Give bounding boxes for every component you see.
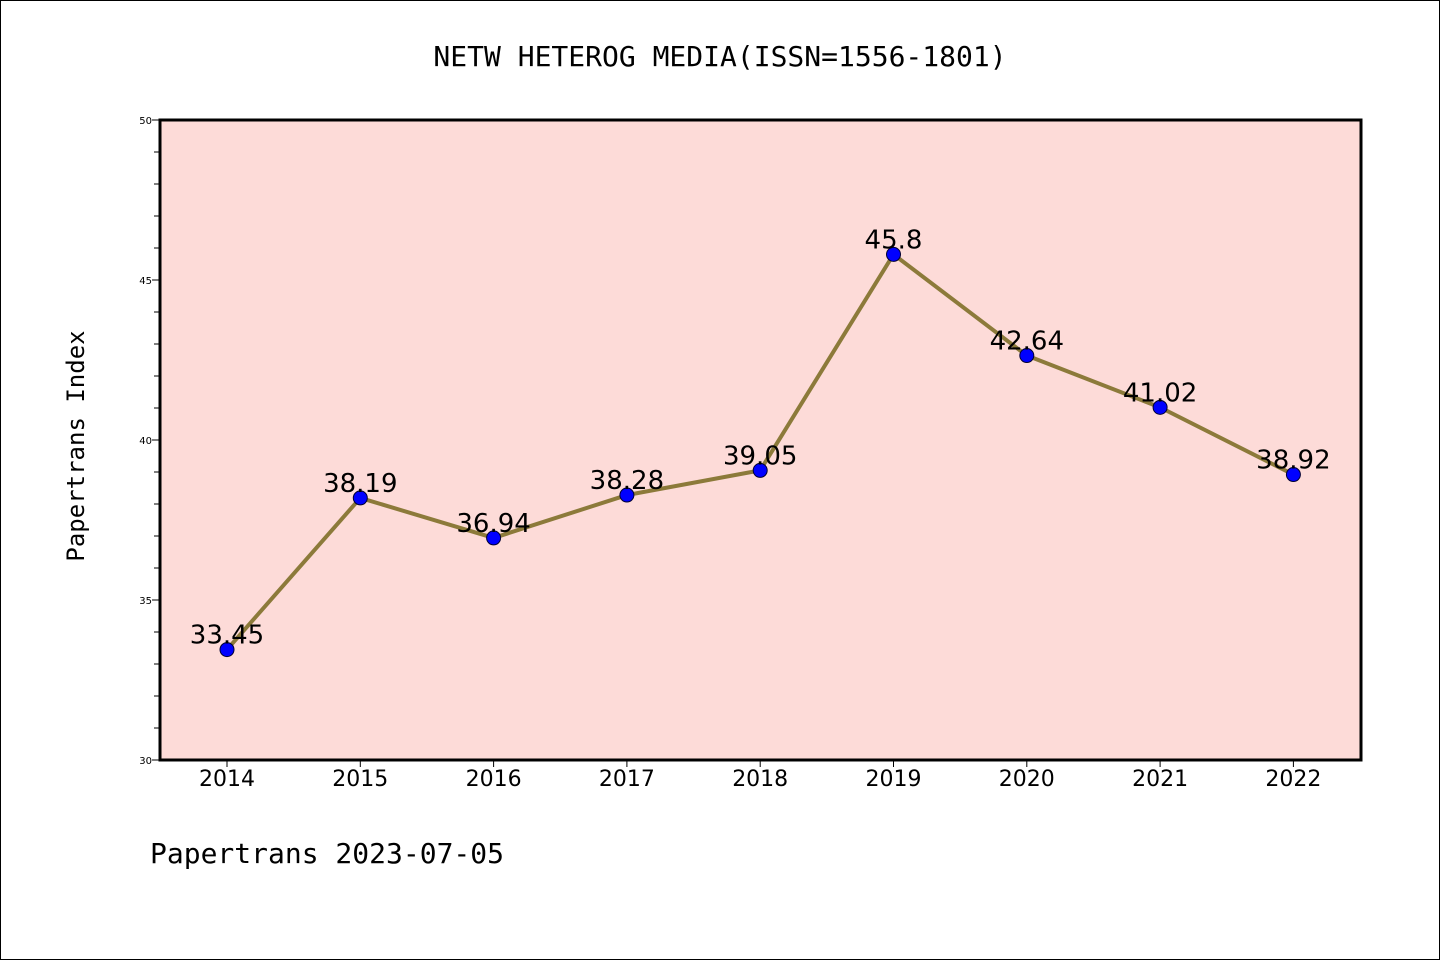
chart-title: NETW HETEROG MEDIA(ISSN=1556-1801): [433, 40, 1006, 73]
data-point: [219, 642, 235, 658]
y-tick-label: 35: [139, 596, 152, 607]
y-tick-label: 30: [139, 756, 152, 767]
x-axis: 2014 2015 2016 2017 2018 2019 2020 2021 2022: [199, 760, 1321, 792]
x-tick-label: 2014: [199, 767, 255, 792]
footer-text: Papertrans 2023-07-05: [150, 837, 504, 870]
y-tick-label: 50: [139, 116, 152, 127]
x-tick-label: 2017: [599, 767, 655, 792]
data-label: 42.64: [990, 327, 1064, 357]
data-point: [486, 530, 502, 546]
y-tick-label: 40: [139, 436, 152, 447]
x-tick-label: 2020: [999, 767, 1055, 792]
data-point: [1152, 399, 1168, 415]
plot-area: [158, 118, 1363, 762]
data-label: 45.8: [865, 225, 923, 255]
x-tick-label: 2016: [466, 767, 522, 792]
x-tick-label: 2022: [1265, 767, 1321, 792]
y-tick-label: 45: [139, 276, 152, 287]
data-point: [752, 462, 768, 478]
data-point: [1019, 348, 1035, 364]
series-layer: [219, 246, 1301, 658]
x-tick-label: 2018: [732, 767, 788, 792]
y-axis: 30 35 40 45 50: [139, 116, 160, 767]
data-label: 36.94: [456, 509, 530, 539]
data-point: [1285, 467, 1301, 483]
data-label: 33.45: [190, 621, 264, 651]
data-point: [352, 490, 368, 506]
y-axis-label: Papertrans Index: [62, 330, 90, 561]
x-tick-label: 2019: [866, 767, 922, 792]
data-label: 38.92: [1256, 446, 1330, 476]
data-labels-layer: 33.45 38.19 36.94 38.28 39.05 45.8 42.64 41.02 3…: [190, 225, 1331, 650]
data-label: 41.02: [1123, 378, 1197, 408]
data-point: [619, 487, 635, 503]
data-point: [886, 246, 901, 262]
data-label: 39.05: [723, 441, 797, 471]
data-label: 38.19: [323, 469, 397, 499]
data-label: 38.28: [590, 466, 664, 496]
x-tick-label: 2021: [1132, 767, 1188, 792]
x-tick-label: 2015: [332, 767, 388, 792]
